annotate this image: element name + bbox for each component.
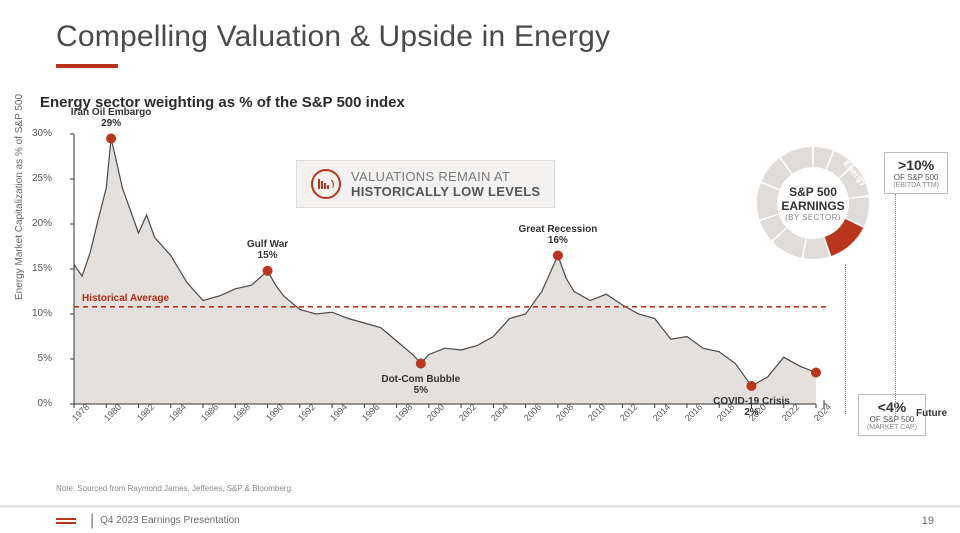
y-tick: 5%	[22, 353, 52, 364]
footer-text: Q4 2023 Earnings Presentation	[100, 515, 240, 526]
chart-annotation: Iran Oil Embargo29%	[61, 107, 161, 129]
slide: Compelling Valuation & Upside in Energy …	[0, 0, 960, 533]
title-underline	[56, 64, 118, 68]
y-tick: 30%	[22, 128, 52, 139]
bars-down-icon	[311, 169, 341, 199]
footer-separator: |	[90, 512, 94, 530]
stat-sm2: (EBITDA TTM)	[893, 182, 939, 189]
stat-big: >10%	[893, 157, 939, 173]
callout-line2: HISTORICALLY LOW LEVELS	[351, 184, 540, 199]
y-tick: 0%	[22, 398, 52, 409]
valuation-callout: VALUATIONS REMAIN AT HISTORICALLY LOW LE…	[296, 160, 555, 208]
chart-annotation: Great Recession16%	[508, 224, 608, 246]
dotted-connector-2	[895, 194, 896, 416]
future-label: Future	[916, 408, 947, 419]
donut-svg	[752, 142, 874, 264]
chart-annotation: Gulf War15%	[218, 239, 318, 261]
stat-box-earnings: >10% OF S&P 500 (EBITDA TTM)	[884, 152, 948, 194]
dotted-connector-1	[845, 264, 846, 414]
y-tick: 25%	[22, 173, 52, 184]
source-note: Note: Sourced from Raymond James, Jeffer…	[56, 484, 293, 493]
footer: | Q4 2023 Earnings Presentation	[0, 505, 960, 533]
chart-annotation: COVID-19 Crisis2%	[701, 396, 801, 418]
chart-annotation: Dot-Com Bubble5%	[371, 374, 471, 396]
y-tick: 10%	[22, 308, 52, 319]
stat-sm1: OF S&P 500	[867, 415, 917, 424]
brand-logo-icon	[56, 516, 76, 526]
page-number: 19	[922, 515, 934, 527]
callout-line1: VALUATIONS REMAIN AT	[351, 169, 540, 184]
stat-sm2: (MARKET CAP)	[867, 424, 917, 431]
historical-average-label: Historical Average	[82, 293, 169, 304]
y-tick: 15%	[22, 263, 52, 274]
stat-sm1: OF S&P 500	[893, 173, 939, 182]
callout-text: VALUATIONS REMAIN AT HISTORICALLY LOW LE…	[351, 169, 540, 199]
page-title: Compelling Valuation & Upside in Energy	[56, 20, 610, 54]
stat-big: <4%	[867, 399, 917, 415]
y-tick: 20%	[22, 218, 52, 229]
